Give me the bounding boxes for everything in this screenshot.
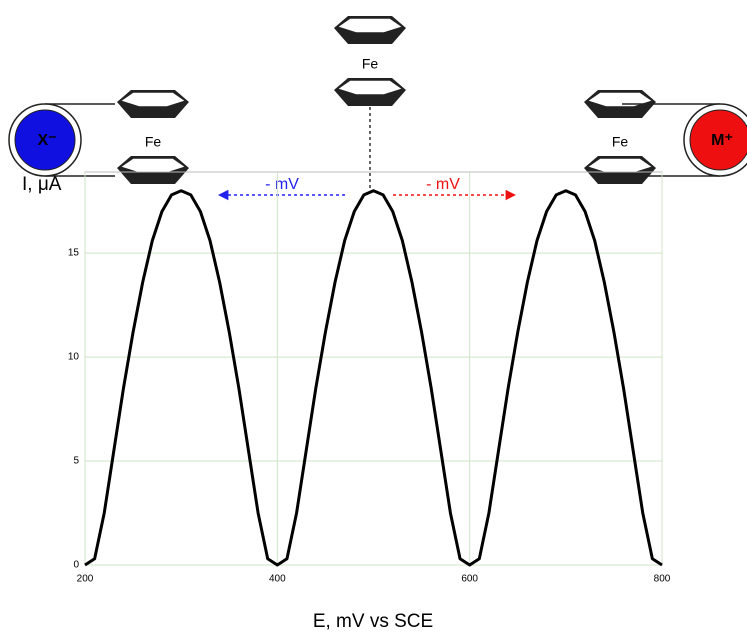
fe-label: Fe — [612, 134, 629, 150]
x-tick-label: 600 — [461, 574, 478, 585]
x-tick-label: 800 — [654, 574, 671, 585]
x-tick-label: 400 — [269, 574, 286, 585]
y-tick-label: 5 — [73, 456, 79, 467]
cation — [689, 109, 747, 171]
y-tick-label: 0 — [73, 560, 79, 571]
cp-ring-face — [335, 17, 405, 34]
linker — [622, 103, 720, 177]
shift-label: - mV — [426, 176, 460, 193]
anion — [14, 109, 76, 171]
cp-ring-face — [585, 157, 655, 174]
fe-label: Fe — [145, 134, 162, 150]
cp-ring-face — [335, 79, 405, 96]
plot-frame — [84, 171, 663, 566]
cp-ring-face — [118, 91, 188, 108]
shift-label: - mV — [265, 176, 299, 193]
y-axis-label: I, μA — [22, 174, 62, 195]
cation-label: M⁺ — [711, 132, 733, 149]
y-tick-label: 15 — [68, 248, 80, 259]
linker — [45, 103, 115, 177]
fe-label: Fe — [362, 56, 379, 72]
x-tick-label: 200 — [77, 574, 94, 585]
y-tick-label: 10 — [68, 352, 80, 363]
molecules — [8, 16, 747, 190]
x-axis-label: E, mV vs SCE — [313, 611, 433, 632]
anion-label: X⁻ — [37, 132, 56, 149]
data-line — [84, 189, 663, 567]
cp-ring-face — [118, 157, 188, 174]
